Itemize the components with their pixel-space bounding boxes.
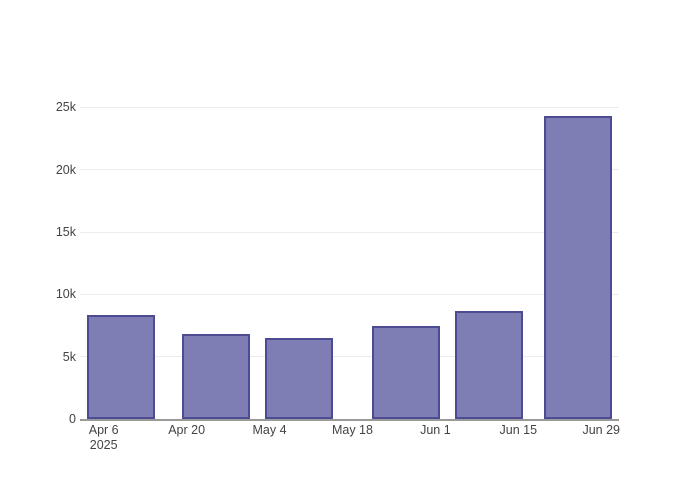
x-tick-date: Jun 29 xyxy=(582,423,620,437)
y-gridline xyxy=(80,106,619,108)
x-tick-date: Jun 15 xyxy=(499,423,538,437)
x-axis-tick-label: Jun 15 xyxy=(500,423,538,438)
y-axis-tick-label: 20k xyxy=(55,162,76,177)
x-tick-date: Jun 1 xyxy=(420,423,451,437)
x-tick-year: 2025 xyxy=(89,438,118,452)
y-gridline xyxy=(80,169,619,171)
x-axis-tick-label: Jun 29 xyxy=(582,423,620,438)
bar[interactable] xyxy=(454,311,523,419)
x-axis-tick-label: Jun 1 xyxy=(420,423,451,438)
y-gridline xyxy=(80,293,619,295)
y-axis-tick-label: 10k xyxy=(55,287,76,302)
bar[interactable] xyxy=(371,325,440,419)
x-tick-date: Apr 20 xyxy=(168,423,206,437)
bar[interactable] xyxy=(265,337,334,419)
y-axis-tick-label: 5k xyxy=(62,349,76,364)
x-axis-tick-label: May 4 xyxy=(253,423,287,438)
y-axis-tick-label: 15k xyxy=(55,225,76,240)
x-tick-date: Apr 6 xyxy=(88,423,119,437)
y-axis-tick-label: 25k xyxy=(55,100,76,115)
bar[interactable] xyxy=(182,333,251,419)
x-axis-line xyxy=(80,419,619,421)
x-axis-tick-label: Apr 20 xyxy=(168,423,205,438)
y-gridline xyxy=(80,356,619,358)
x-tick-date: May 4 xyxy=(252,423,287,437)
y-axis-tick-label: 0 xyxy=(69,412,76,426)
x-axis-tick-label: May 18 xyxy=(332,423,373,438)
x-tick-date: May 18 xyxy=(331,423,373,437)
bar[interactable] xyxy=(543,116,612,419)
y-gridline xyxy=(80,231,619,233)
bar[interactable] xyxy=(87,314,156,419)
x-axis-tick-label: Apr 6 2025 xyxy=(89,423,119,453)
